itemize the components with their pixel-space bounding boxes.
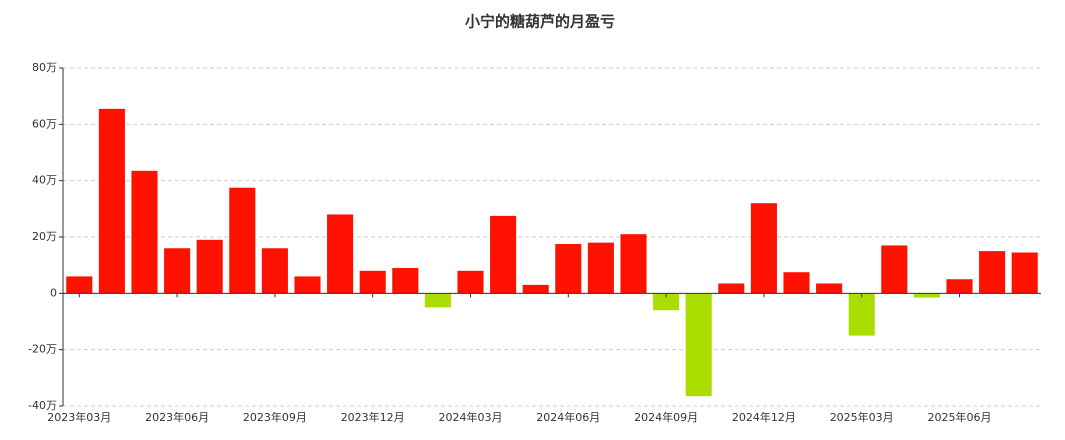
- bar: [979, 251, 1006, 294]
- x-tick-label: 2023年06月: [145, 410, 209, 424]
- x-tick-label: 2023年09月: [243, 410, 307, 424]
- bar: [555, 244, 582, 294]
- x-tick-label: 2023年03月: [47, 410, 111, 424]
- bar: [327, 214, 354, 294]
- y-tick-label: 20万: [32, 230, 57, 243]
- bar: [490, 215, 517, 294]
- x-tick-label: 2024年12月: [732, 410, 796, 424]
- bar: [294, 276, 321, 294]
- y-tick-label: 60万: [32, 117, 57, 130]
- bar: [685, 293, 712, 397]
- bar: [750, 203, 777, 294]
- chart-title: 小宁的糖葫芦的月盈亏: [465, 13, 615, 31]
- x-tick-label: 2023年12月: [341, 410, 405, 424]
- y-tick-label: -40万: [28, 399, 57, 412]
- bar: [848, 293, 875, 336]
- x-tick-label: 2024年03月: [439, 410, 503, 424]
- bar: [620, 234, 647, 294]
- bar: [392, 267, 419, 294]
- bar: [1011, 252, 1038, 294]
- y-tick-label: 80万: [32, 61, 57, 74]
- bar: [587, 242, 614, 294]
- x-tick-label: 2025年06月: [928, 410, 992, 424]
- bar: [261, 248, 288, 294]
- bar: [196, 239, 223, 294]
- bar: [946, 279, 973, 294]
- y-tick-label: -20万: [28, 343, 57, 356]
- x-tick-label: 2025年03月: [830, 410, 894, 424]
- bar: [653, 293, 680, 311]
- bar: [229, 187, 256, 294]
- bar: [522, 284, 549, 294]
- bar: [881, 245, 908, 294]
- bar: [98, 108, 125, 294]
- x-tick-label: 2024年06月: [536, 410, 600, 424]
- bar: [816, 283, 843, 294]
- bar: [359, 270, 386, 294]
- bar: [66, 276, 93, 294]
- bar: [783, 272, 810, 294]
- x-tick-label: 2024年09月: [634, 410, 698, 424]
- bar: [164, 248, 191, 294]
- bar: [457, 270, 484, 294]
- bar: [718, 283, 745, 294]
- bar: [424, 293, 451, 308]
- y-tick-label: 40万: [32, 174, 57, 187]
- bar: [913, 293, 940, 298]
- bar: [131, 170, 158, 294]
- y-tick-label: 0: [50, 286, 57, 299]
